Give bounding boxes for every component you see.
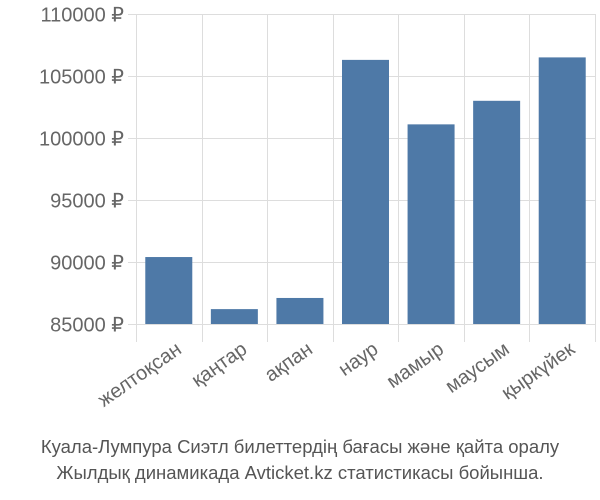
caption-line-2: Жылдық динамикада Avticket.kz статистика…	[56, 462, 544, 483]
y-tick-label: 105000 ₽	[39, 67, 124, 89]
bar	[538, 57, 586, 325]
y-tick-label: 100000 ₽	[39, 129, 124, 151]
bar	[145, 257, 193, 324]
bar	[210, 309, 258, 324]
bars	[145, 57, 586, 325]
bar-chart: 85000 ₽ 90000 ₽ 95000 ₽ 100000 ₽ 105000 ₽ 110…	[39, 5, 596, 412]
x-tick-label: ақпан	[261, 338, 317, 386]
bar	[276, 297, 324, 324]
y-tick-label: 90000 ₽	[50, 253, 124, 275]
x-tick-label: қаңтар	[188, 338, 251, 392]
x-tick-label: наур	[335, 338, 383, 381]
bar	[473, 100, 521, 324]
x-tick-label: мамыр	[383, 338, 448, 393]
x-tick-label: қыркүйек	[498, 338, 580, 404]
x-axis-labels: желтоқсан қаңтар ақпан наур мамырмаусымқыркү…	[94, 338, 579, 412]
x-tick-label: желтоқсан	[94, 338, 186, 411]
bar	[407, 124, 455, 324]
bar	[342, 59, 389, 324]
y-tick-label: 85000 ₽	[50, 315, 124, 337]
caption-line-1: Куала-Лумпура Сиэтл билеттердің бағасы ж…	[40, 436, 560, 457]
y-tick-label: 110000 ₽	[40, 5, 124, 27]
y-axis-ticks: 85000 ₽ 90000 ₽ 95000 ₽ 100000 ₽ 105000 ₽ 110…	[39, 5, 124, 337]
y-tick-label: 95000 ₽	[50, 191, 124, 213]
